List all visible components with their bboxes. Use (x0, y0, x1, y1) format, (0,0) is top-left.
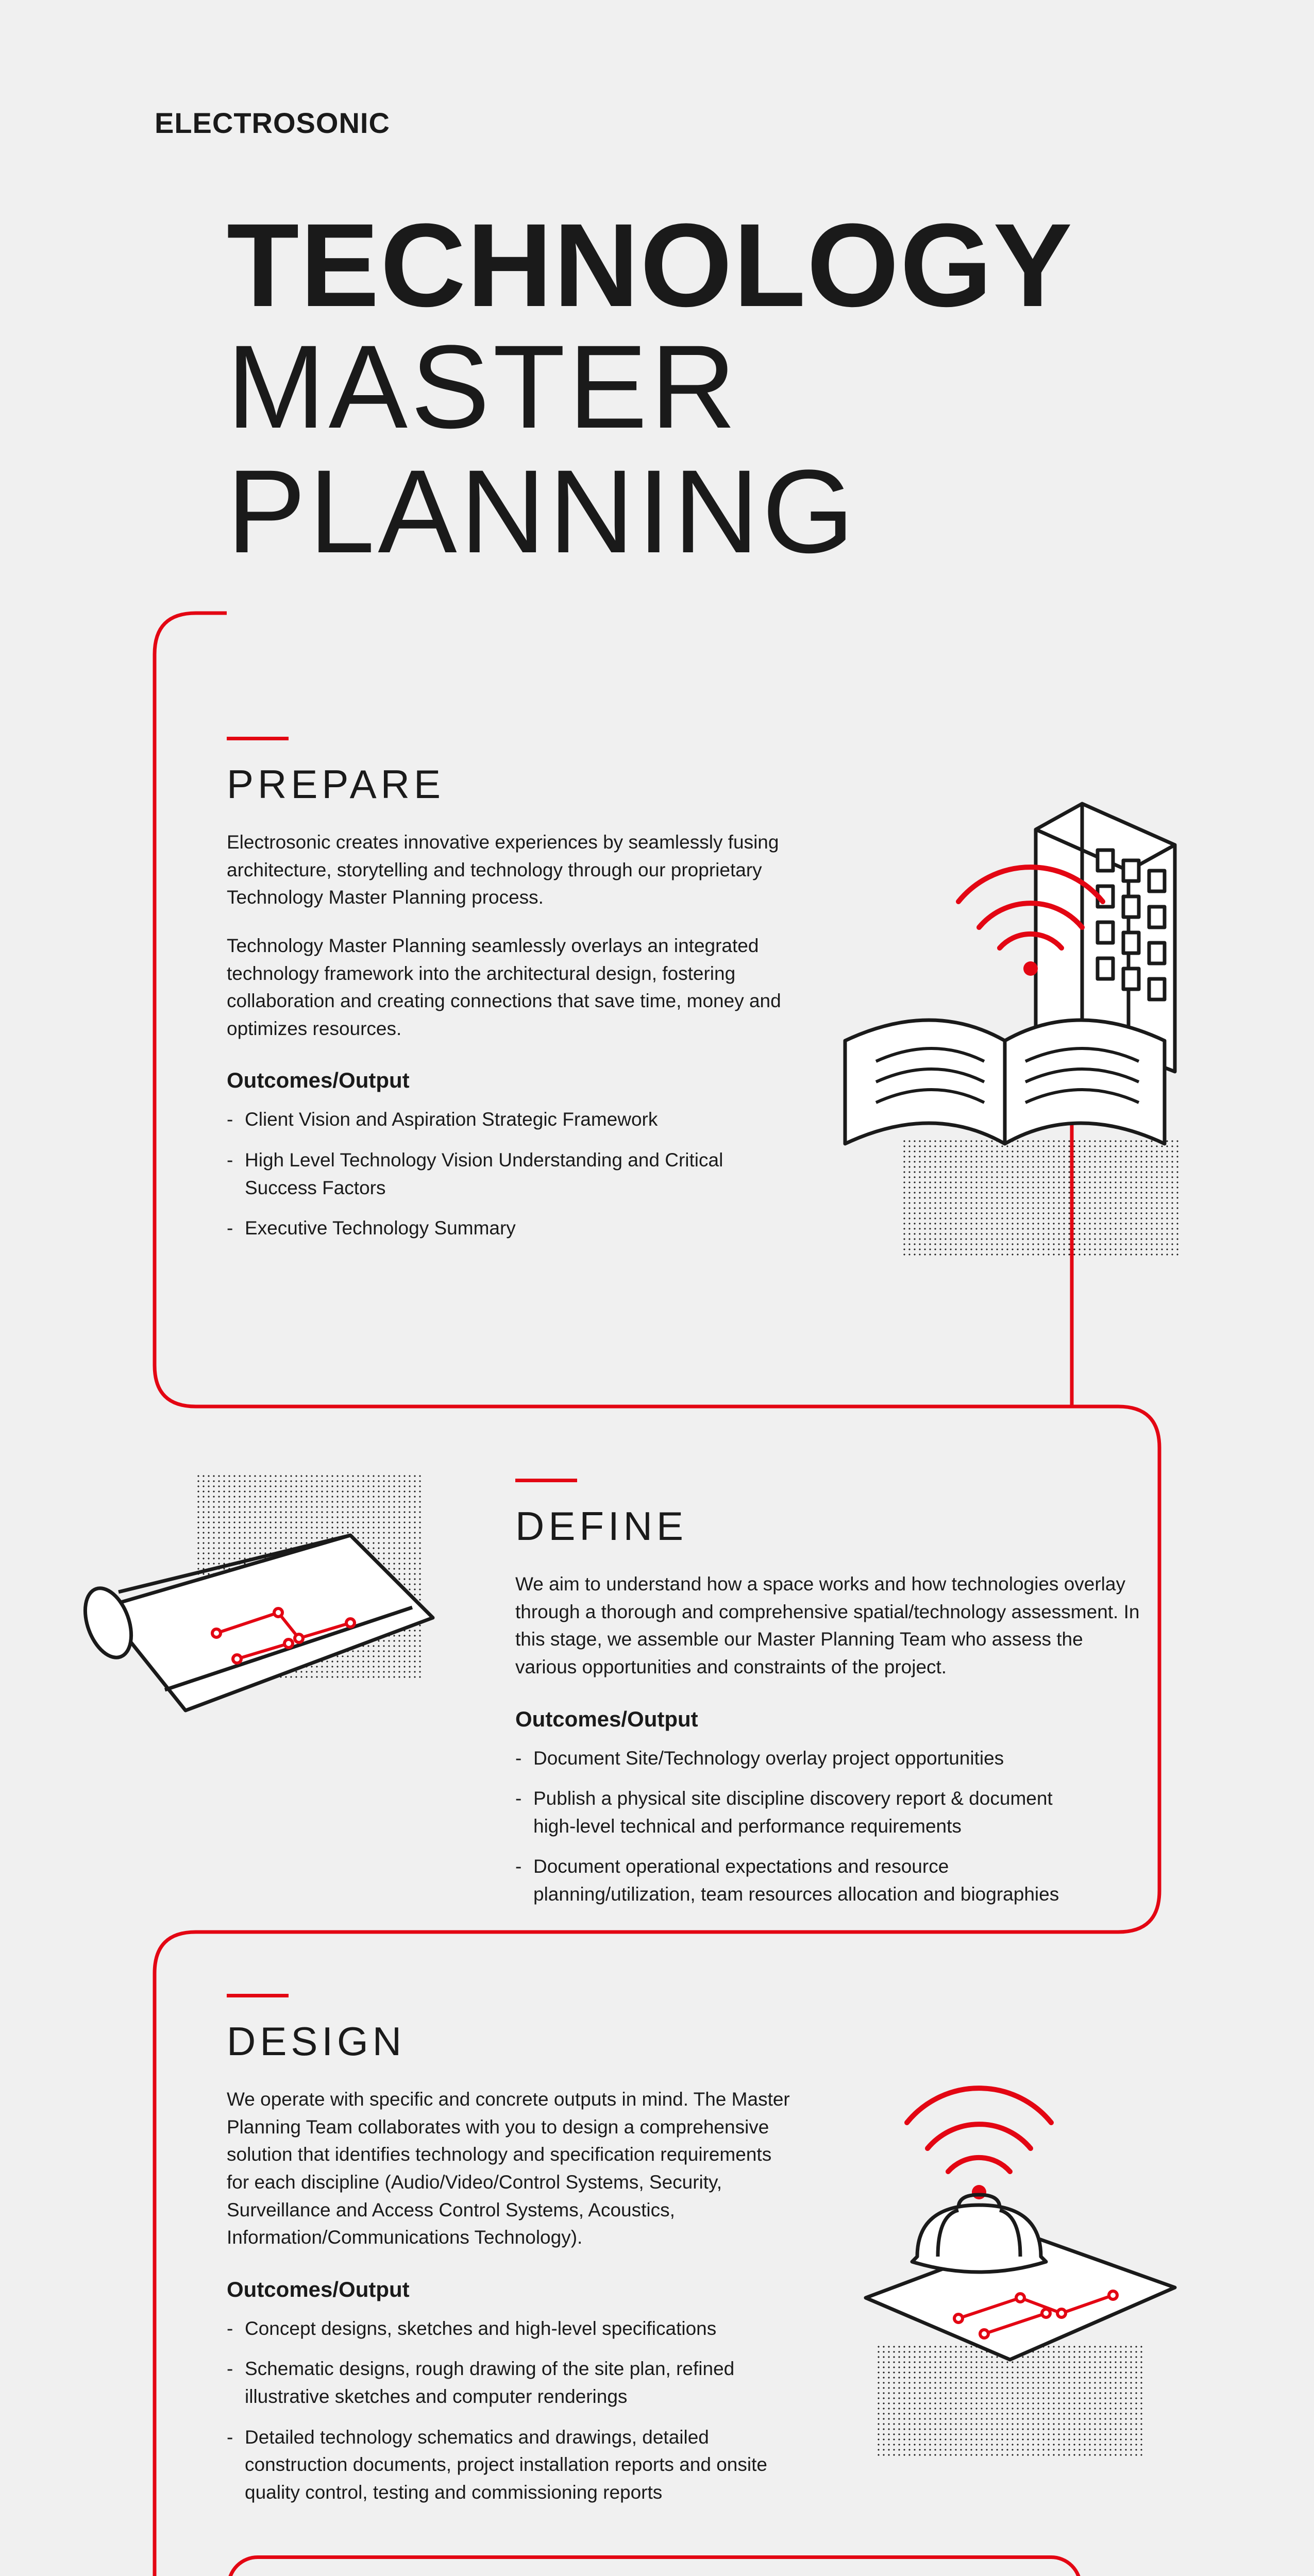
design-outcomes-list: Concept designs, sketches and high-level… (227, 2315, 845, 2506)
page-title: TECHNOLOGY MASTER PLANNING (227, 206, 1073, 573)
design-heading: DESIGN (227, 2018, 845, 2065)
section-define: DEFINE We aim to understand how a space … (515, 1479, 1159, 1921)
list-item: Publish a physical site discipline disco… (515, 1785, 1082, 1840)
section-design: DESIGN We operate with specific and conc… (227, 1994, 845, 2519)
svg-text:ELECTROSONIC: ELECTROSONIC (155, 108, 390, 139)
define-p1: We aim to understand how a space works a… (515, 1570, 1149, 1681)
heading-rule (227, 1994, 289, 1997)
list-item: Detailed technology schematics and drawi… (227, 2424, 794, 2506)
title-line-3: PLANNING (227, 449, 1073, 574)
define-outcomes-list: Document Site/Technology overlay project… (515, 1744, 1159, 1908)
list-item: Client Vision and Aspiration Strategic F… (227, 1106, 794, 1133)
define-outcomes-label: Outcomes/Output (515, 1707, 1159, 1732)
design-illustration (804, 2040, 1195, 2370)
heading-rule (227, 737, 289, 740)
list-item: Schematic designs, rough drawing of the … (227, 2355, 794, 2410)
list-item: High Level Technology Vision Understandi… (227, 1146, 794, 1201)
prepare-outcomes-list: Client Vision and Aspiration Strategic F… (227, 1106, 845, 1242)
prepare-p2: Technology Master Planning seamlessly ov… (227, 932, 794, 1043)
define-heading: DEFINE (515, 1503, 1159, 1550)
cta-box: Technology Master Planning is essential … (227, 2555, 1082, 2576)
title-line-1: TECHNOLOGY (227, 206, 1073, 325)
prepare-illustration (814, 783, 1216, 1154)
list-item: Executive Technology Summary (227, 1214, 794, 1242)
brand-logo: ELECTROSONIC (155, 108, 453, 146)
dot-pattern (902, 1139, 1180, 1257)
title-line-2: MASTER (227, 325, 1073, 449)
list-item: Document Site/Technology overlay project… (515, 1744, 1082, 1772)
prepare-outcomes-label: Outcomes/Output (227, 1068, 845, 1093)
section-prepare: PREPARE Electrosonic creates innovative … (227, 737, 845, 1255)
design-outcomes-label: Outcomes/Output (227, 2277, 845, 2302)
heading-rule (515, 1479, 577, 1482)
design-p1: We operate with specific and concrete ou… (227, 2086, 794, 2251)
define-illustration (62, 1504, 453, 1772)
prepare-heading: PREPARE (227, 761, 845, 808)
list-item: Document operational expectations and re… (515, 1853, 1082, 1908)
prepare-p1: Electrosonic creates innovative experien… (227, 828, 794, 911)
list-item: Concept designs, sketches and high-level… (227, 2315, 794, 2343)
